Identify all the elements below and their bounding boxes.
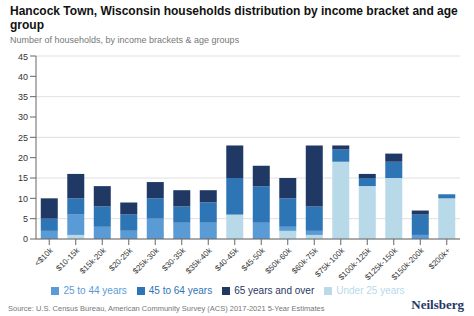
- svg-text:<$10k: <$10k: [33, 245, 56, 268]
- svg-text:$60k-75k: $60k-75k: [290, 246, 320, 276]
- svg-text:$35k-40k: $35k-40k: [184, 245, 214, 275]
- svg-text:$125k-150k: $125k-150k: [363, 246, 400, 282]
- svg-text:$10-15k: $10-15k: [54, 246, 82, 273]
- svg-text:$50k-60k: $50k-60k: [264, 245, 294, 275]
- svg-text:$15k-20k: $15k-20k: [78, 245, 108, 275]
- svg-text:$45-50k: $45-50k: [239, 246, 267, 273]
- svg-text:30: 30: [18, 112, 28, 122]
- html-text:Neilsberg: Neilsberg: [411, 297, 464, 312]
- svg-text:$30-35k: $30-35k: [160, 246, 188, 273]
- html-text:Hancock Town, Wisconsin househ: Hancock Town, Wisconsin households distr…: [10, 4, 458, 32]
- svg-text:20: 20: [18, 153, 28, 163]
- svg-text:$25k-30k: $25k-30k: [131, 245, 161, 275]
- html-text:45 to 64 years: 45 to 64 years: [148, 285, 213, 296]
- html-text:25 to 44 years: 25 to 44 years: [63, 285, 127, 296]
- svg-text:$150k-200k: $150k-200k: [390, 245, 427, 282]
- svg-text:$20-25k: $20-25k: [107, 246, 135, 273]
- svg-text:$200k+: $200k+: [427, 246, 452, 271]
- svg-text:10: 10: [18, 194, 28, 204]
- svg-text:0: 0: [23, 234, 28, 244]
- html-text:Under 25 years: Under 25 years: [336, 285, 405, 296]
- svg-text:45: 45: [18, 52, 28, 62]
- svg-text:40: 40: [18, 72, 28, 82]
- svg-text:5: 5: [23, 214, 28, 224]
- html-text:Number of households, by incom: Number of households, by income brackets…: [10, 35, 240, 45]
- svg-text:35: 35: [18, 92, 28, 102]
- svg-text:$75k-100k: $75k-100k: [313, 246, 347, 279]
- html-text:Source: U.S. Census Bureau, Am: Source: U.S. Census Bureau, American Com…: [8, 304, 325, 313]
- svg-text:$40-45k: $40-45k: [213, 245, 241, 273]
- svg-text:25: 25: [18, 133, 28, 143]
- svg-text:15: 15: [18, 173, 28, 183]
- html-text:65 years and over: 65 years and over: [234, 285, 315, 296]
- svg-text:$100k-125k: $100k-125k: [336, 246, 373, 282]
